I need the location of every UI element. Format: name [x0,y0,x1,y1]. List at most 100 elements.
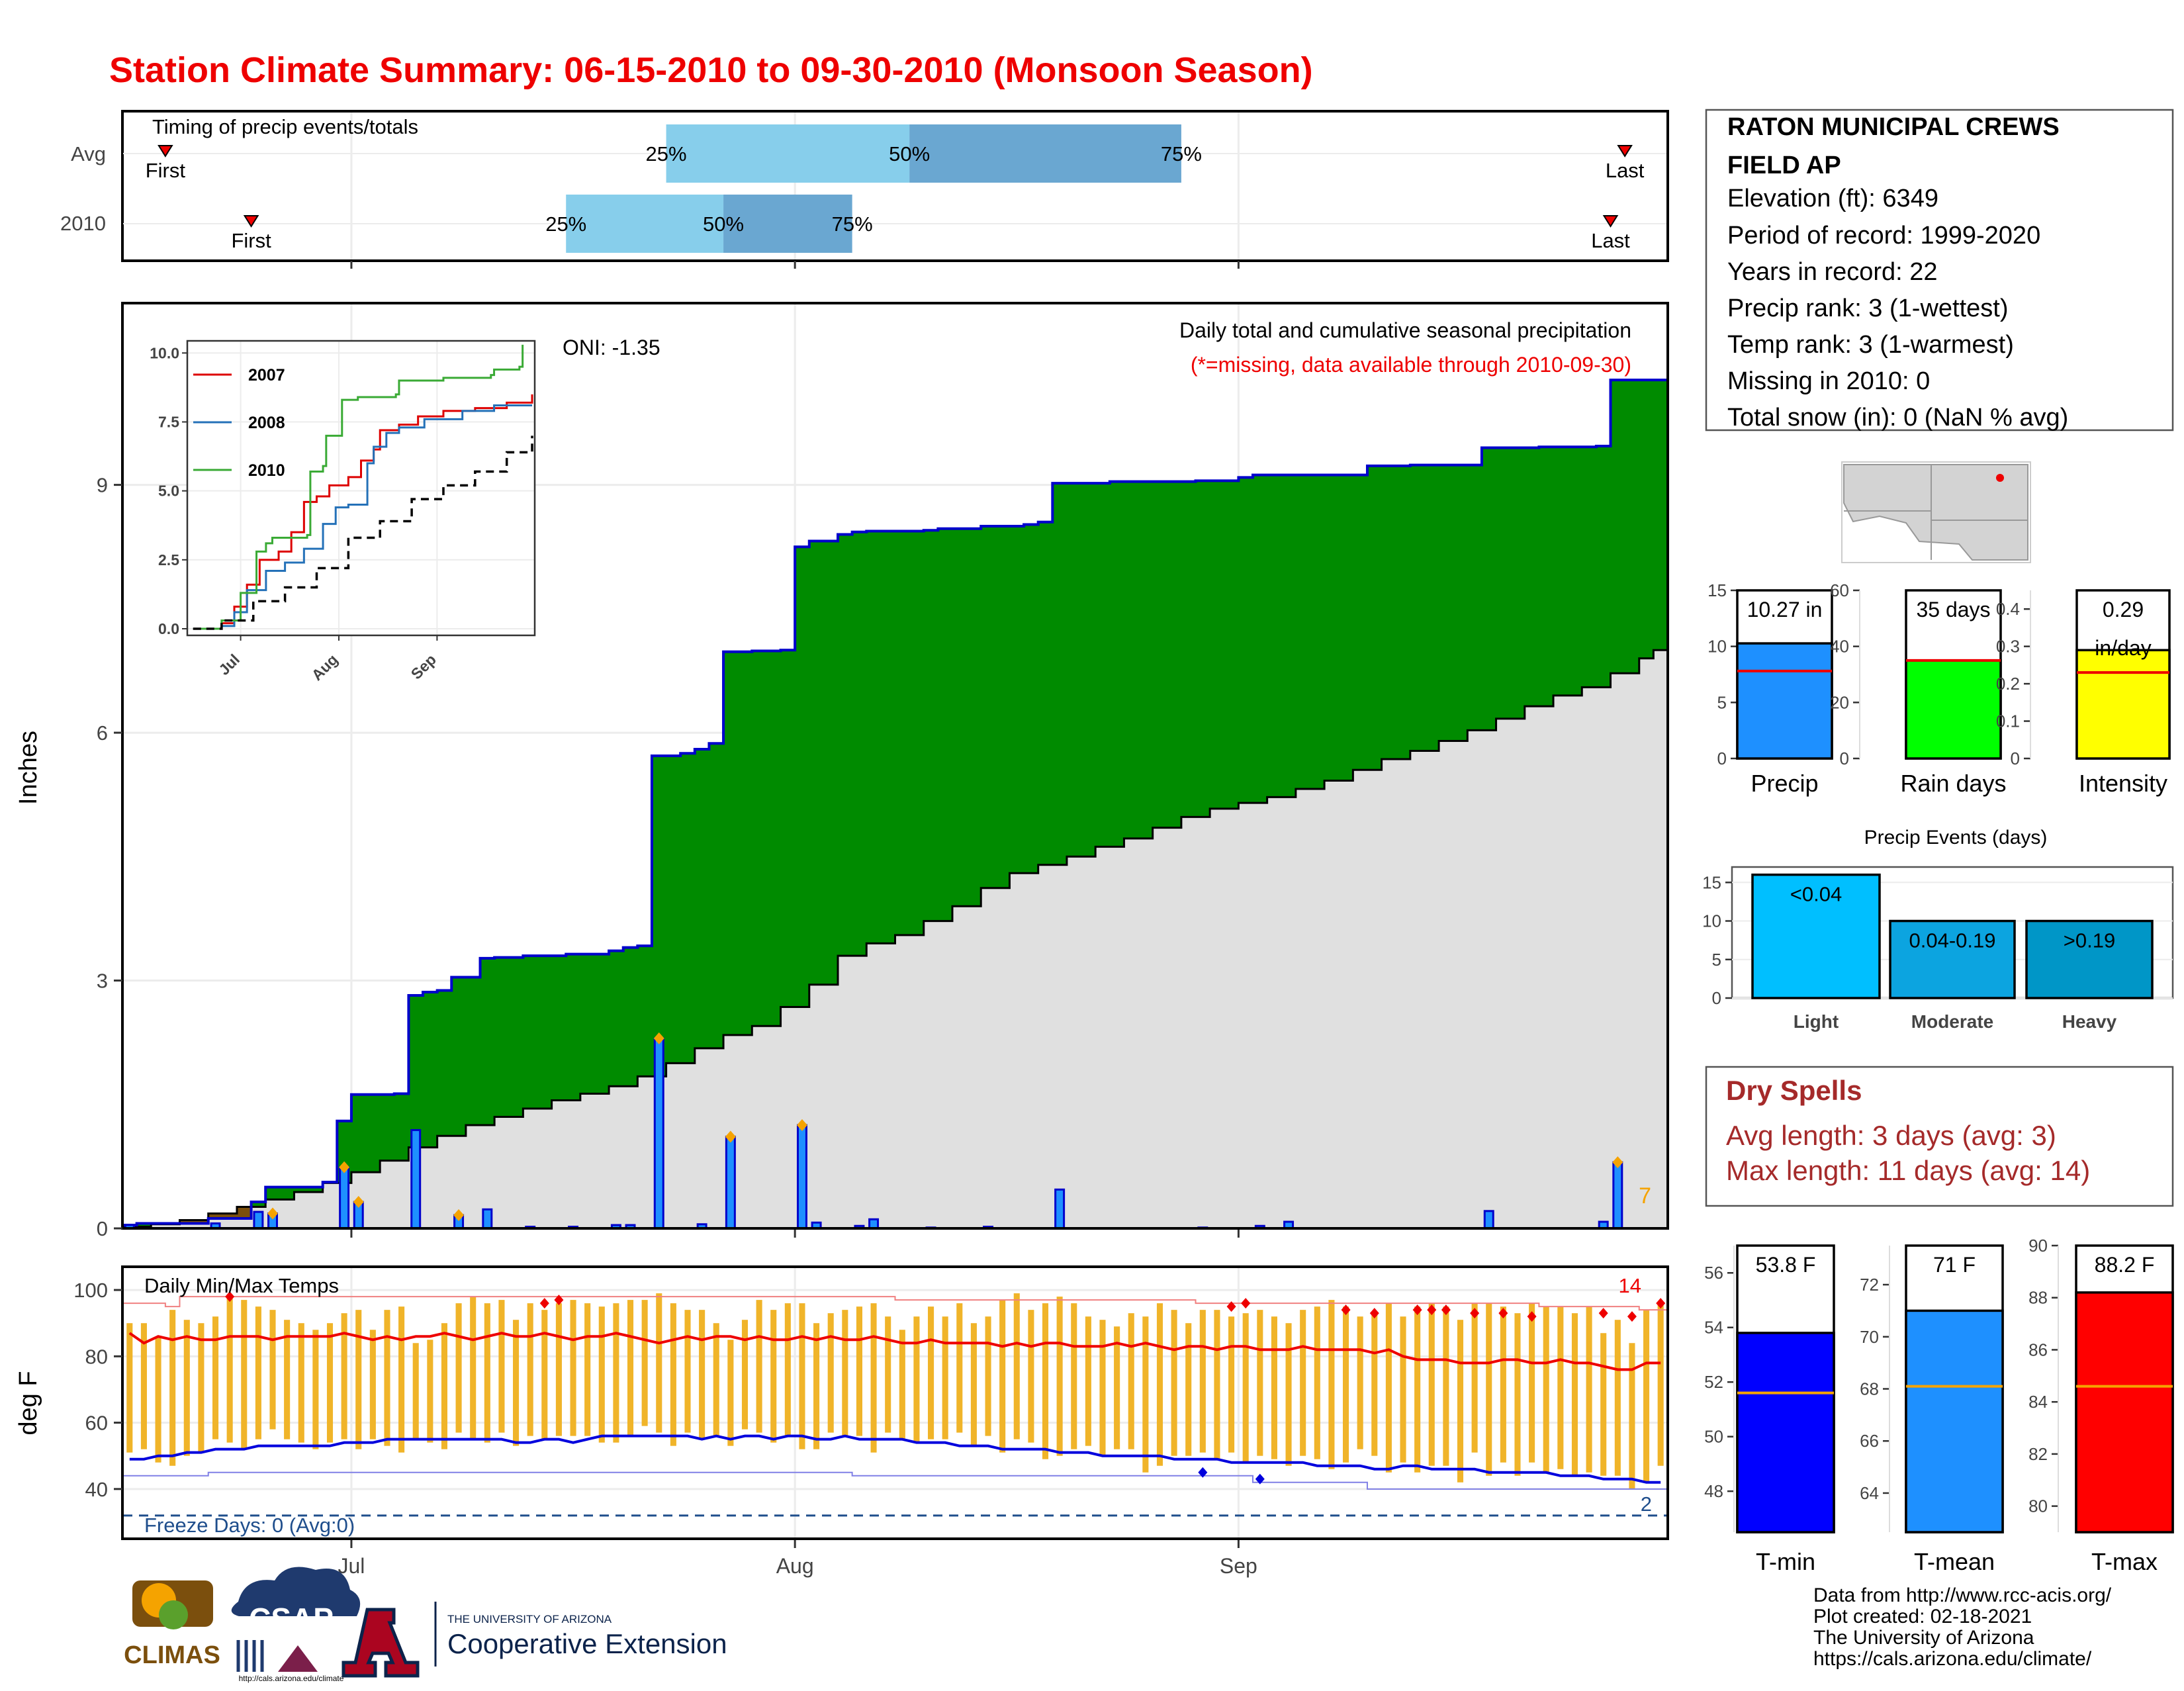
daily-temp-range-bar [799,1303,805,1449]
precip-corner-value: 7 [1639,1183,1651,1209]
daily-temp-range-bar [827,1313,834,1433]
daily-temp-range-bar [470,1297,477,1440]
dry-spells-avg: Avg length: 3 days (avg: 3) [1726,1120,2056,1151]
precip-y-axis-label: Inches [15,731,42,805]
timing-label-25-avg: 25% [646,142,687,165]
daily-precip-bar [482,1208,493,1230]
oni-label: ONI: -1.35 [563,336,660,359]
precip-summary-label: Precip [1751,770,1818,797]
temp-summary-ytick-label: 50 [1704,1427,1723,1447]
temps-y-axis-label: deg F [15,1371,42,1435]
daily-temp-range-bar [656,1293,662,1433]
precip-summary-value-label: 0.29 [2103,598,2144,621]
record-high-marker [1241,1298,1251,1309]
temp-summary-ytick-label: 68 [1860,1379,1879,1399]
daily-precip-marker [453,1209,465,1222]
precip-plot-frame [121,302,1669,1230]
page-title: Station Climate Summary: 06-15-2010 to 0… [109,50,1313,90]
inset-legend-label-2007: 2007 [248,366,285,385]
precip-ytick-label-0: 0 [97,1217,108,1240]
daily-temp-range-bar [1071,1303,1077,1449]
daily-temp-range-bar [541,1310,548,1440]
daily-precip-bar [868,1218,880,1230]
credit-line-4: https://cals.arizona.edu/climate/ [1813,1648,2092,1670]
timing-label-75-avg: 75% [1161,142,1202,165]
daily-temp-range-bar [1085,1316,1091,1446]
record-high-line [122,1296,1668,1311]
daily-temp-range-bar [298,1323,304,1443]
precip-summary-value-label: 35 days [1916,598,1990,621]
daily-temp-range-bar [1056,1297,1063,1456]
daily-temp-range-bar [341,1313,347,1440]
precip-summary-value-unit: in/day [2095,636,2151,660]
precip-events-bar-label-heavy: >0.19 [2064,929,2115,952]
record-high-marker [539,1298,549,1309]
precip-summary-ytick-label: 10 [1707,637,1727,657]
daily-temp-range-bar [212,1316,219,1440]
record-high-marker [554,1295,564,1306]
precip-areas [121,379,1668,1228]
daily-temp-range-bar [1171,1310,1177,1456]
temps-xtick-label-aug: Aug [776,1554,814,1578]
timing-bar-25-50-avg [666,124,910,183]
daily-precip-bar [1054,1188,1066,1230]
daily-temp-range-bar [942,1316,948,1440]
temp-summary-value-bar [1905,1309,2004,1533]
station-name-line2: FIELD AP [1727,152,1841,179]
average-tmin-line [129,1434,1661,1484]
daily-temp-range-bar [784,1303,791,1436]
timing-bar-25-50-2010 [566,195,724,253]
csap-logo-mountain [278,1645,318,1672]
temp-summary-ytick-label: 82 [2028,1444,2048,1464]
inset-legend-label-2008: 2008 [248,414,285,432]
daily-temp-range-bar [670,1303,676,1446]
timing-bar-50-75-avg [909,124,1181,183]
daily-temp-range-bar [1271,1316,1277,1459]
inset-lines [193,344,533,630]
record-high-marker [1598,1308,1608,1319]
precip-summary-ytick-label: 40 [1830,637,1849,657]
daily-temp-range-bar [885,1316,891,1433]
daily-temp-range-bar [1028,1310,1034,1443]
state-shapes [1843,464,2028,561]
daily-temp-range-bar [741,1320,749,1430]
daily-temp-range-bar [183,1320,190,1456]
daily-temp-range-bar [140,1323,147,1449]
temp-summary-value-label: 88.2 F [2095,1253,2155,1277]
credit-line-2: Plot created: 02-18-2021 [1813,1606,2032,1627]
precip-summary-ytick-label: 20 [1830,692,1849,712]
daily-temp-range-bar [284,1320,291,1440]
record-high-marker [1369,1308,1379,1319]
daily-temp-range-bar [255,1306,261,1440]
precip-events-ytick-label: 15 [1702,872,1721,892]
dry-spells-title: Dry Spells [1726,1075,1862,1106]
station-location-dot [1996,474,2004,482]
csap-logo-rain [236,1640,264,1672]
daily-temp-range-bar [1543,1306,1549,1473]
timing-marker-last-2010 [1602,215,1619,228]
timing-marker-first-avg [158,145,173,158]
daily-temp-range-bar [598,1306,605,1443]
station-elevation: Elevation (ft): 6349 [1727,185,1938,212]
daily-temp-range-bar [369,1330,376,1440]
daily-temp-range-bar [870,1303,877,1453]
timing-label-50-2010: 50% [703,212,744,236]
timing-row-label-2010: 2010 [60,212,106,235]
daily-temp-range-bar [1486,1303,1492,1476]
daily-temp-range-bar [412,1343,419,1440]
temp-summary-ytick-label: 80 [2028,1496,2048,1516]
csap-logo-cloud [231,1567,361,1616]
daily-precip-marker [796,1119,807,1131]
precip-ytick-label-6: 6 [97,721,108,745]
timing-marker-last-avg [1617,145,1633,158]
precip-events-category-light: Light [1794,1011,1839,1032]
daily-temp-range-bar [928,1306,934,1440]
daily-temp-range-bar [1371,1313,1378,1456]
precip-events-category-heavy: Heavy [2062,1011,2117,1032]
daily-precip-bar [725,1135,736,1230]
record-low-marker [1255,1473,1265,1485]
record-high-marker [1441,1304,1451,1316]
daily-temp-range-bar [198,1323,205,1453]
temps-xtick-label-jul: Jul [338,1554,365,1578]
daily-temp-range-bar [1414,1306,1421,1473]
